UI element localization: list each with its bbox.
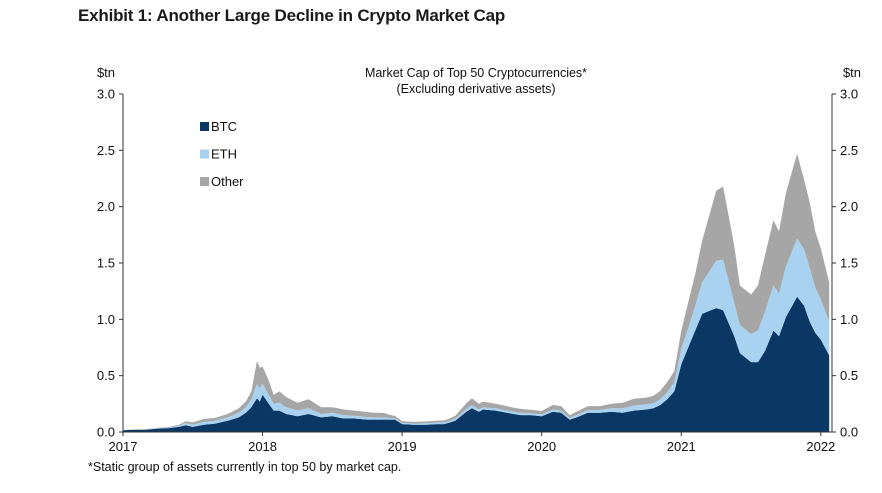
y-tick-label-right: 2.5 — [840, 143, 858, 158]
legend: BTC ETH Other — [200, 119, 244, 189]
x-tick-label: 2022 — [806, 439, 835, 454]
y-tick-label-left: 1.0 — [97, 312, 115, 327]
y-tick-label-right: 3.0 — [840, 87, 858, 102]
x-tick-label: 2021 — [667, 439, 696, 454]
y-tick-label-right: 2.0 — [840, 199, 858, 214]
chart-subtitle: (Excluding derivative assets) — [396, 82, 555, 96]
x-tick-label: 2020 — [527, 439, 556, 454]
y-tick-label-left: 0.0 — [97, 425, 115, 440]
chart-title: Market Cap of Top 50 Cryptocurrencies* — [365, 66, 587, 80]
area-btc — [123, 296, 830, 432]
legend-label-btc: BTC — [211, 119, 237, 134]
axes — [119, 93, 836, 436]
y-tick-label-left: 1.5 — [97, 256, 115, 271]
y-tick-label-right: 0.0 — [840, 425, 858, 440]
legend-swatch-other — [200, 177, 209, 186]
right-unit-label: $tn — [843, 65, 861, 80]
legend-swatch-eth — [200, 149, 209, 159]
y-tick-label-left: 3.0 — [97, 87, 115, 102]
legend-label-eth: ETH — [211, 147, 237, 162]
x-tick-label: 2017 — [109, 439, 138, 454]
area-eth — [123, 238, 830, 431]
y-tick-label-left: 2.5 — [97, 143, 115, 158]
stacked-areas — [123, 153, 830, 432]
y-tick-label-left: 2.0 — [97, 199, 115, 214]
tick-labels: 0.0 0.0 0.5 0.5 1.0 1.0 1.5 1.5 2.0 2.0 2.5 2.5 3.0 3… — [97, 87, 858, 455]
y-tick-label-left: 0.5 — [97, 368, 115, 383]
y-tick-label-right: 0.5 — [840, 368, 858, 383]
legend-swatch-btc — [200, 122, 209, 131]
y-tick-label-right: 1.0 — [840, 312, 858, 327]
legend-label-other: Other — [211, 174, 244, 189]
footnote: *Static group of assets currently in top… — [88, 460, 402, 474]
y-tick-label-right: 1.5 — [840, 256, 858, 271]
x-tick-label: 2018 — [248, 439, 277, 454]
exhibit-heading: Exhibit 1: Another Large Decline in Cryp… — [78, 6, 506, 25]
x-tick-label: 2019 — [388, 439, 417, 454]
left-unit-label: $tn — [97, 65, 115, 80]
